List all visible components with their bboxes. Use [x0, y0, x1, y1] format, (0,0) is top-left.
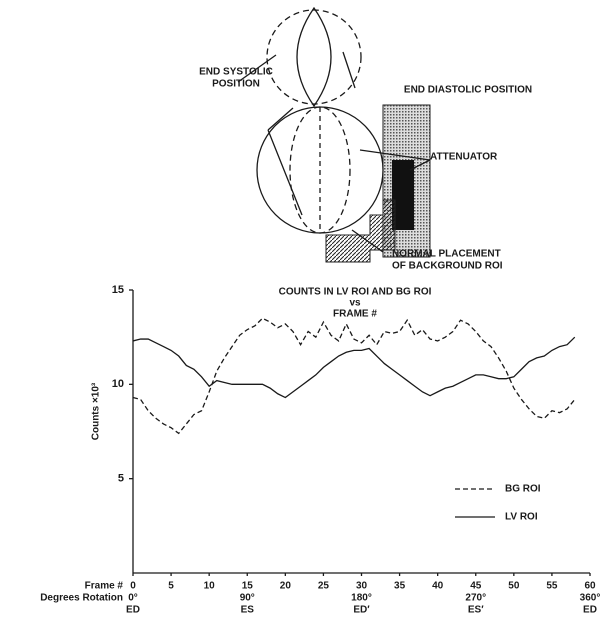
heart-diagram: [237, 6, 431, 263]
chart-title: COUNTS IN LV ROI AND BG ROI: [279, 287, 432, 298]
x-tick-label: 45: [470, 581, 482, 592]
x-tick-label: 25: [318, 581, 330, 592]
series-line: [132, 336, 576, 399]
x-axis-label: Frame #: [85, 581, 124, 592]
x-tick-label: 5: [168, 581, 174, 592]
x-tick-label: 15: [242, 581, 254, 592]
legend-label: BG ROI: [505, 484, 541, 495]
x2-axis-label: Degrees Rotation: [40, 593, 123, 604]
legend-label: LV ROI: [505, 512, 538, 523]
chart-title: FRAME #: [333, 309, 377, 320]
x-tick-label: 35: [394, 581, 406, 592]
diagram-label: NORMAL PLACEMENT: [392, 249, 501, 260]
x-tick-label: 0: [130, 581, 136, 592]
diagram-label: OF BACKGROUND ROI: [392, 261, 503, 272]
diagram-label: POSITION: [212, 79, 260, 90]
phase-label: ES′: [468, 605, 484, 616]
y-tick-label: 10: [112, 378, 124, 390]
diagram-label: ATTENUATOR: [430, 152, 498, 163]
phase-label: ED: [126, 605, 140, 616]
x-tick-label: 50: [508, 581, 520, 592]
x-tick-label: 10: [204, 581, 216, 592]
phase-label: ES: [241, 605, 255, 616]
degree-label: 270°: [465, 593, 486, 604]
phase-label: ED′: [353, 605, 370, 616]
x-tick-label: 60: [584, 581, 596, 592]
x-tick-label: 55: [546, 581, 558, 592]
x-tick-label: 30: [356, 581, 368, 592]
degree-label: 0°: [128, 593, 138, 604]
y-tick-label: 5: [118, 473, 124, 485]
series-line: [132, 317, 576, 435]
y-axis-label: Counts ×10³: [91, 382, 102, 440]
diagram-label: END SYSTOLIC: [199, 67, 273, 78]
x-tick-label: 20: [280, 581, 292, 592]
degree-label: 90°: [240, 593, 255, 604]
phase-label: ED: [583, 605, 597, 616]
degree-label: 180°: [351, 593, 372, 604]
degree-label: 360°: [580, 593, 601, 604]
y-tick-label: 15: [112, 284, 124, 296]
diagram-label: END DIASTOLIC POSITION: [404, 85, 532, 96]
x-tick-label: 40: [432, 581, 444, 592]
chart-title: vs: [349, 298, 361, 309]
